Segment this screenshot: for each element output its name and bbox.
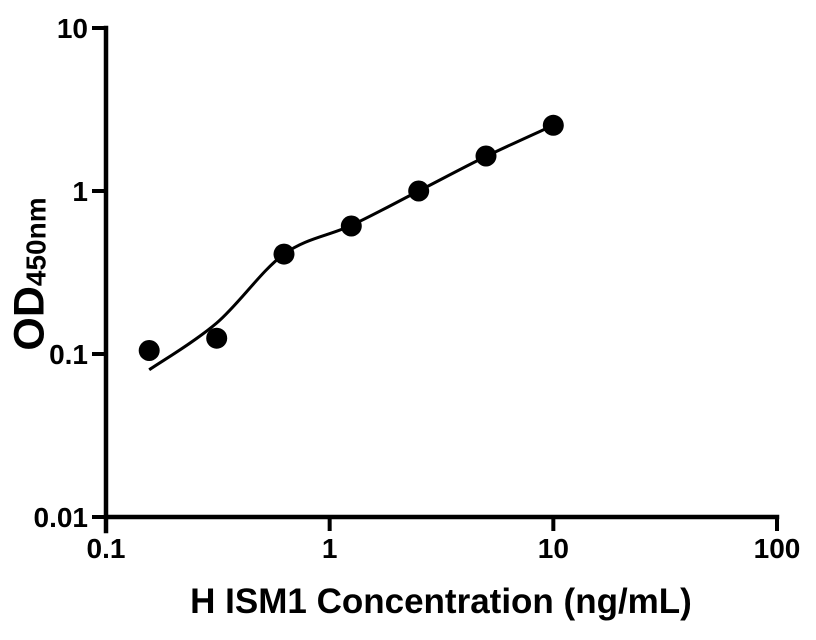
data-point — [542, 114, 564, 136]
x-tick-label: 100 — [754, 533, 801, 564]
data-point — [408, 180, 430, 202]
y-tick-label: 0.1 — [49, 339, 88, 370]
y-axis-title-main: OD — [5, 286, 54, 351]
y-axis-title: OD450nm — [5, 197, 54, 351]
y-axis-title-subscript: 450nm — [20, 197, 52, 287]
data-point — [340, 215, 362, 237]
data-point — [475, 145, 497, 167]
data-point — [138, 340, 160, 361]
data-point — [206, 327, 228, 349]
data-points-group — [138, 114, 564, 361]
x-axis-title: H ISM1 Concentration (ng/mL) — [190, 582, 692, 621]
data-point — [273, 243, 295, 265]
x-tick-label: 1 — [322, 533, 338, 564]
axes — [92, 25, 780, 534]
y-tick-label: 1 — [72, 176, 88, 207]
x-tick-label: 10 — [538, 533, 569, 564]
y-tick-label: 0.01 — [34, 502, 89, 533]
y-tick-label: 10 — [57, 13, 88, 44]
x-tick-label: 0.1 — [87, 533, 126, 564]
